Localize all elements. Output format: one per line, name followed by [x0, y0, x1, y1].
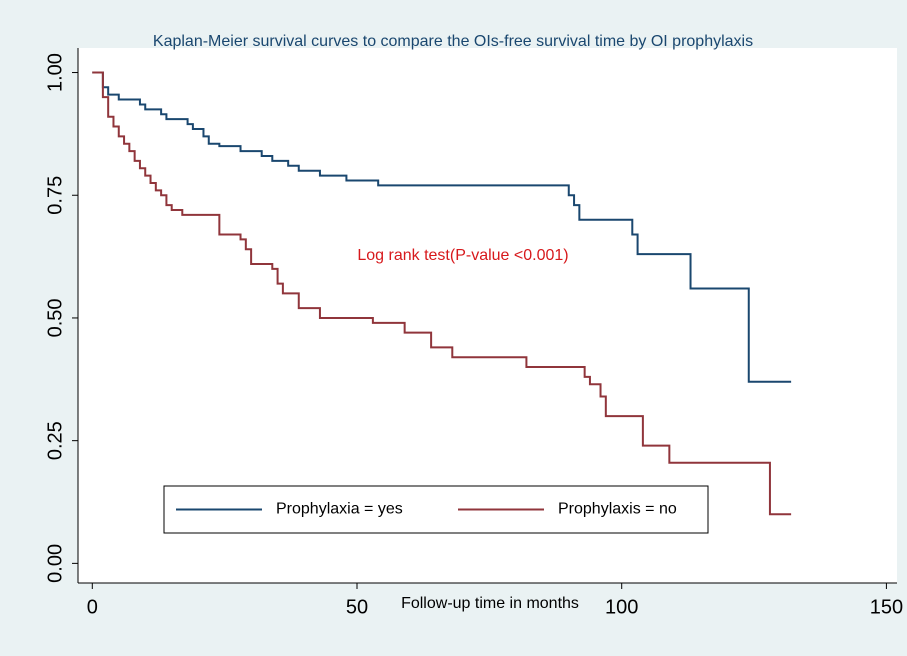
chart-title: Kaplan-Meier survival curves to compare … [153, 33, 753, 50]
x-tick-label: 50 [346, 596, 368, 618]
legend-label: Prophylaxis = no [558, 501, 677, 518]
x-tick-label: 100 [605, 596, 638, 618]
survival-line [92, 71, 792, 383]
x-tick-label: 0 [87, 596, 98, 618]
y-tick-label: 0.75 [44, 176, 66, 215]
y-tick-label: 1.00 [44, 53, 66, 92]
annotation: Log rank test(P-value <0.001) [357, 247, 568, 264]
x-axis-label: Follow-up time in months [401, 595, 579, 612]
x-tick-label: 150 [870, 596, 903, 618]
y-tick-label: 0.25 [44, 421, 66, 460]
survival-line [92, 71, 792, 516]
y-tick-label: 0.00 [44, 544, 66, 583]
legend-label: Prophylaxia = yes [276, 501, 403, 518]
y-tick-label: 0.50 [44, 298, 66, 337]
